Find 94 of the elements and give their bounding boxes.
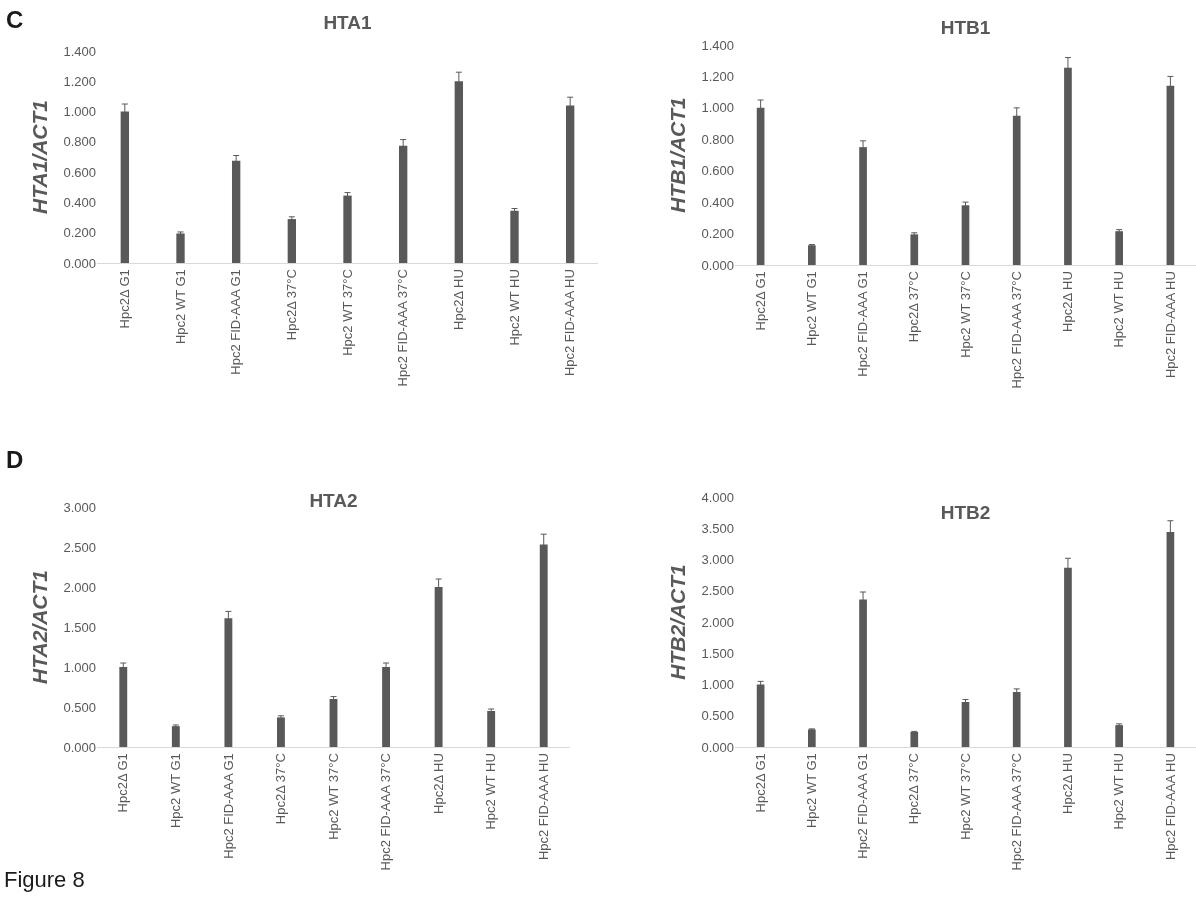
x-tick-label: Hpc2Δ HU	[1060, 753, 1076, 814]
chart-title: HTA1	[323, 11, 373, 33]
x-tick-label: Hpc2 FID-AAA 37°C	[378, 753, 394, 871]
y-tick-label: 1.400	[63, 43, 96, 59]
x-tick-label: Hpc2 WT G1	[804, 271, 820, 347]
bar	[176, 233, 185, 263]
bar	[510, 210, 519, 263]
y-axis-title: HTA2/ACT1	[27, 570, 51, 684]
y-tick-label: 2.000	[63, 579, 96, 595]
y-tick-label: 0.400	[63, 194, 96, 210]
y-tick-label: 0.200	[701, 226, 734, 242]
x-tick-label: Hpc2Δ G1	[117, 269, 133, 329]
bar	[961, 205, 970, 265]
bar	[171, 726, 180, 747]
bar	[1012, 692, 1021, 747]
bar	[277, 717, 285, 747]
y-tick-label: 1.000	[701, 677, 734, 693]
x-tick-label: Hpc2 FID-AAA G1	[855, 271, 871, 377]
bar	[807, 245, 816, 265]
y-axis-title: HTA1/ACT1	[27, 100, 51, 214]
x-tick-label: Hpc2Δ G1	[752, 753, 768, 813]
y-tick-label: 0.000	[63, 255, 96, 271]
x-tick-label: Hpc2 FID-AAA G1	[228, 269, 244, 375]
x-tick-label: Hpc2Δ 37°C	[906, 753, 922, 825]
y-tick-label: 2.000	[701, 614, 734, 630]
y-tick-label: 2.500	[701, 583, 734, 599]
y-tick-label: 1.000	[63, 659, 96, 675]
y-tick-label: 1.000	[701, 100, 734, 116]
chart-title: HTB1	[940, 16, 991, 38]
bar	[807, 729, 816, 747]
x-tick-label: Hpc2 FID-AAA HU	[535, 753, 551, 861]
bar	[1115, 231, 1124, 265]
x-tick-label: Hpc2Δ HU	[1060, 271, 1076, 332]
y-tick-label: 1.200	[701, 68, 734, 84]
bar	[287, 219, 297, 263]
y-axis-title: HTB1/ACT1	[665, 97, 689, 213]
x-tick-label: Hpc2 FID-AAA HU	[1162, 271, 1178, 379]
x-tick-label: Hpc2 WT G1	[804, 753, 820, 829]
y-tick-label: 0.600	[63, 164, 96, 180]
y-tick-label: 0.600	[701, 163, 734, 179]
x-tick-label: Hpc2 WT HU	[1111, 753, 1127, 830]
bar	[1115, 725, 1124, 747]
y-tick-label: 1.400	[701, 37, 734, 53]
text: D	[6, 446, 24, 473]
x-tick-label: Hpc2 WT G1	[168, 753, 184, 829]
y-tick-label: 1.200	[63, 73, 96, 89]
y-tick-label: 1.000	[63, 104, 96, 120]
x-tick-label: Hpc2 FID-AAA 37°C	[1008, 271, 1024, 389]
y-tick-label: 0.200	[63, 225, 96, 241]
x-tick-label: Hpc2 FID-AAA HU	[1162, 753, 1178, 861]
y-tick-label: 0.400	[701, 194, 734, 210]
x-tick-label: Hpc2 FID-AAA G1	[220, 753, 236, 859]
text: C	[6, 6, 24, 33]
y-tick-label: 3.000	[701, 552, 734, 568]
x-tick-label: Hpc2 FID-AAA 37°C	[1008, 753, 1024, 871]
y-tick-label: 3.000	[63, 499, 96, 515]
y-tick-label: 0.000	[63, 739, 96, 755]
chart-title: HTB2	[940, 501, 991, 523]
y-tick-label: 4.000	[701, 489, 734, 505]
chart-title: HTA2	[309, 489, 358, 511]
bar	[343, 195, 352, 263]
caption: Figure 8	[4, 867, 85, 892]
y-tick-label: 1.500	[701, 645, 734, 661]
x-tick-label: Hpc2 FID-AAA HU	[562, 269, 578, 377]
x-tick-label: Hpc2 FID-AAA G1	[855, 753, 871, 859]
x-tick-label: Hpc2 WT 37°C	[957, 753, 973, 840]
x-tick-label: Hpc2 WT 37°C	[957, 271, 973, 358]
y-tick-label: 1.500	[63, 619, 96, 635]
x-tick-label: Hpc2 WT 37°C	[339, 269, 355, 356]
bar	[487, 711, 496, 747]
y-tick-label: 0.000	[701, 739, 734, 755]
x-tick-label: Hpc2 WT HU	[506, 269, 522, 346]
x-tick-label: Hpc2 WT G1	[172, 269, 188, 345]
x-tick-label: Hpc2Δ 37°C	[284, 269, 300, 341]
x-tick-label: Hpc2 FID-AAA 37°C	[395, 269, 411, 387]
y-tick-label: 0.500	[63, 699, 96, 715]
x-tick-label: Hpc2Δ 37°C	[273, 753, 289, 825]
x-tick-label: Hpc2 WT HU	[483, 753, 499, 830]
y-tick-label: 0.500	[701, 708, 734, 724]
x-tick-label: Hpc2Δ 37°C	[906, 271, 922, 343]
y-axis-title: HTB2/ACT1	[665, 564, 689, 680]
bar	[910, 732, 919, 747]
x-tick-label: Hpc2Δ G1	[752, 271, 768, 331]
x-tick-label: Hpc2Δ HU	[451, 269, 467, 330]
x-tick-label: Hpc2 WT 37°C	[325, 753, 341, 840]
y-tick-label: 2.500	[63, 539, 96, 555]
x-tick-label: Hpc2 WT HU	[1111, 271, 1127, 348]
y-tick-label: 0.800	[63, 134, 96, 150]
x-tick-label: Hpc2Δ G1	[115, 753, 131, 813]
y-tick-label: 0.000	[701, 257, 734, 273]
y-tick-label: 3.500	[701, 520, 734, 536]
x-tick-label: Hpc2Δ HU	[430, 753, 446, 814]
y-tick-label: 0.800	[701, 131, 734, 147]
bar	[910, 234, 919, 265]
